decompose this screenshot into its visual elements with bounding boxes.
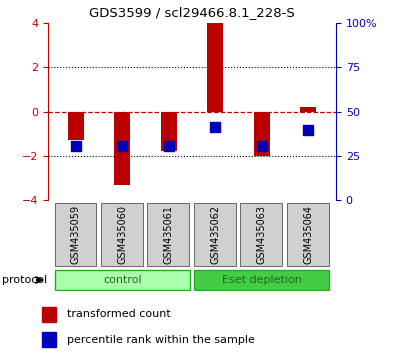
Text: GSM435064: GSM435064 xyxy=(303,205,313,264)
Bar xyxy=(42,332,56,347)
Text: transformed count: transformed count xyxy=(67,309,170,320)
FancyBboxPatch shape xyxy=(54,270,190,290)
Text: GSM435063: GSM435063 xyxy=(257,205,267,264)
Bar xyxy=(68,112,84,140)
FancyBboxPatch shape xyxy=(194,203,236,266)
Point xyxy=(258,143,265,149)
Bar xyxy=(161,112,177,152)
FancyBboxPatch shape xyxy=(54,203,96,266)
Bar xyxy=(114,112,130,184)
Bar xyxy=(300,107,316,112)
Text: control: control xyxy=(103,275,142,285)
FancyBboxPatch shape xyxy=(101,203,143,266)
Text: GSM435060: GSM435060 xyxy=(117,205,127,264)
FancyBboxPatch shape xyxy=(148,203,189,266)
FancyBboxPatch shape xyxy=(287,203,328,266)
Text: GSM435062: GSM435062 xyxy=(210,205,220,264)
Bar xyxy=(42,307,56,322)
Text: protocol: protocol xyxy=(2,275,47,285)
Point xyxy=(119,143,126,149)
Point xyxy=(212,125,218,130)
FancyBboxPatch shape xyxy=(240,203,282,266)
Text: GSM435059: GSM435059 xyxy=(71,205,81,264)
Bar xyxy=(207,23,223,112)
Point xyxy=(73,143,79,149)
Text: GSM435061: GSM435061 xyxy=(164,205,174,264)
FancyBboxPatch shape xyxy=(194,270,330,290)
Text: Eset depletion: Eset depletion xyxy=(222,275,302,285)
Bar xyxy=(254,112,270,156)
Text: percentile rank within the sample: percentile rank within the sample xyxy=(67,335,255,345)
Title: GDS3599 / scl29466.8.1_228-S: GDS3599 / scl29466.8.1_228-S xyxy=(89,6,295,19)
Point xyxy=(166,143,172,149)
Point xyxy=(305,127,311,132)
